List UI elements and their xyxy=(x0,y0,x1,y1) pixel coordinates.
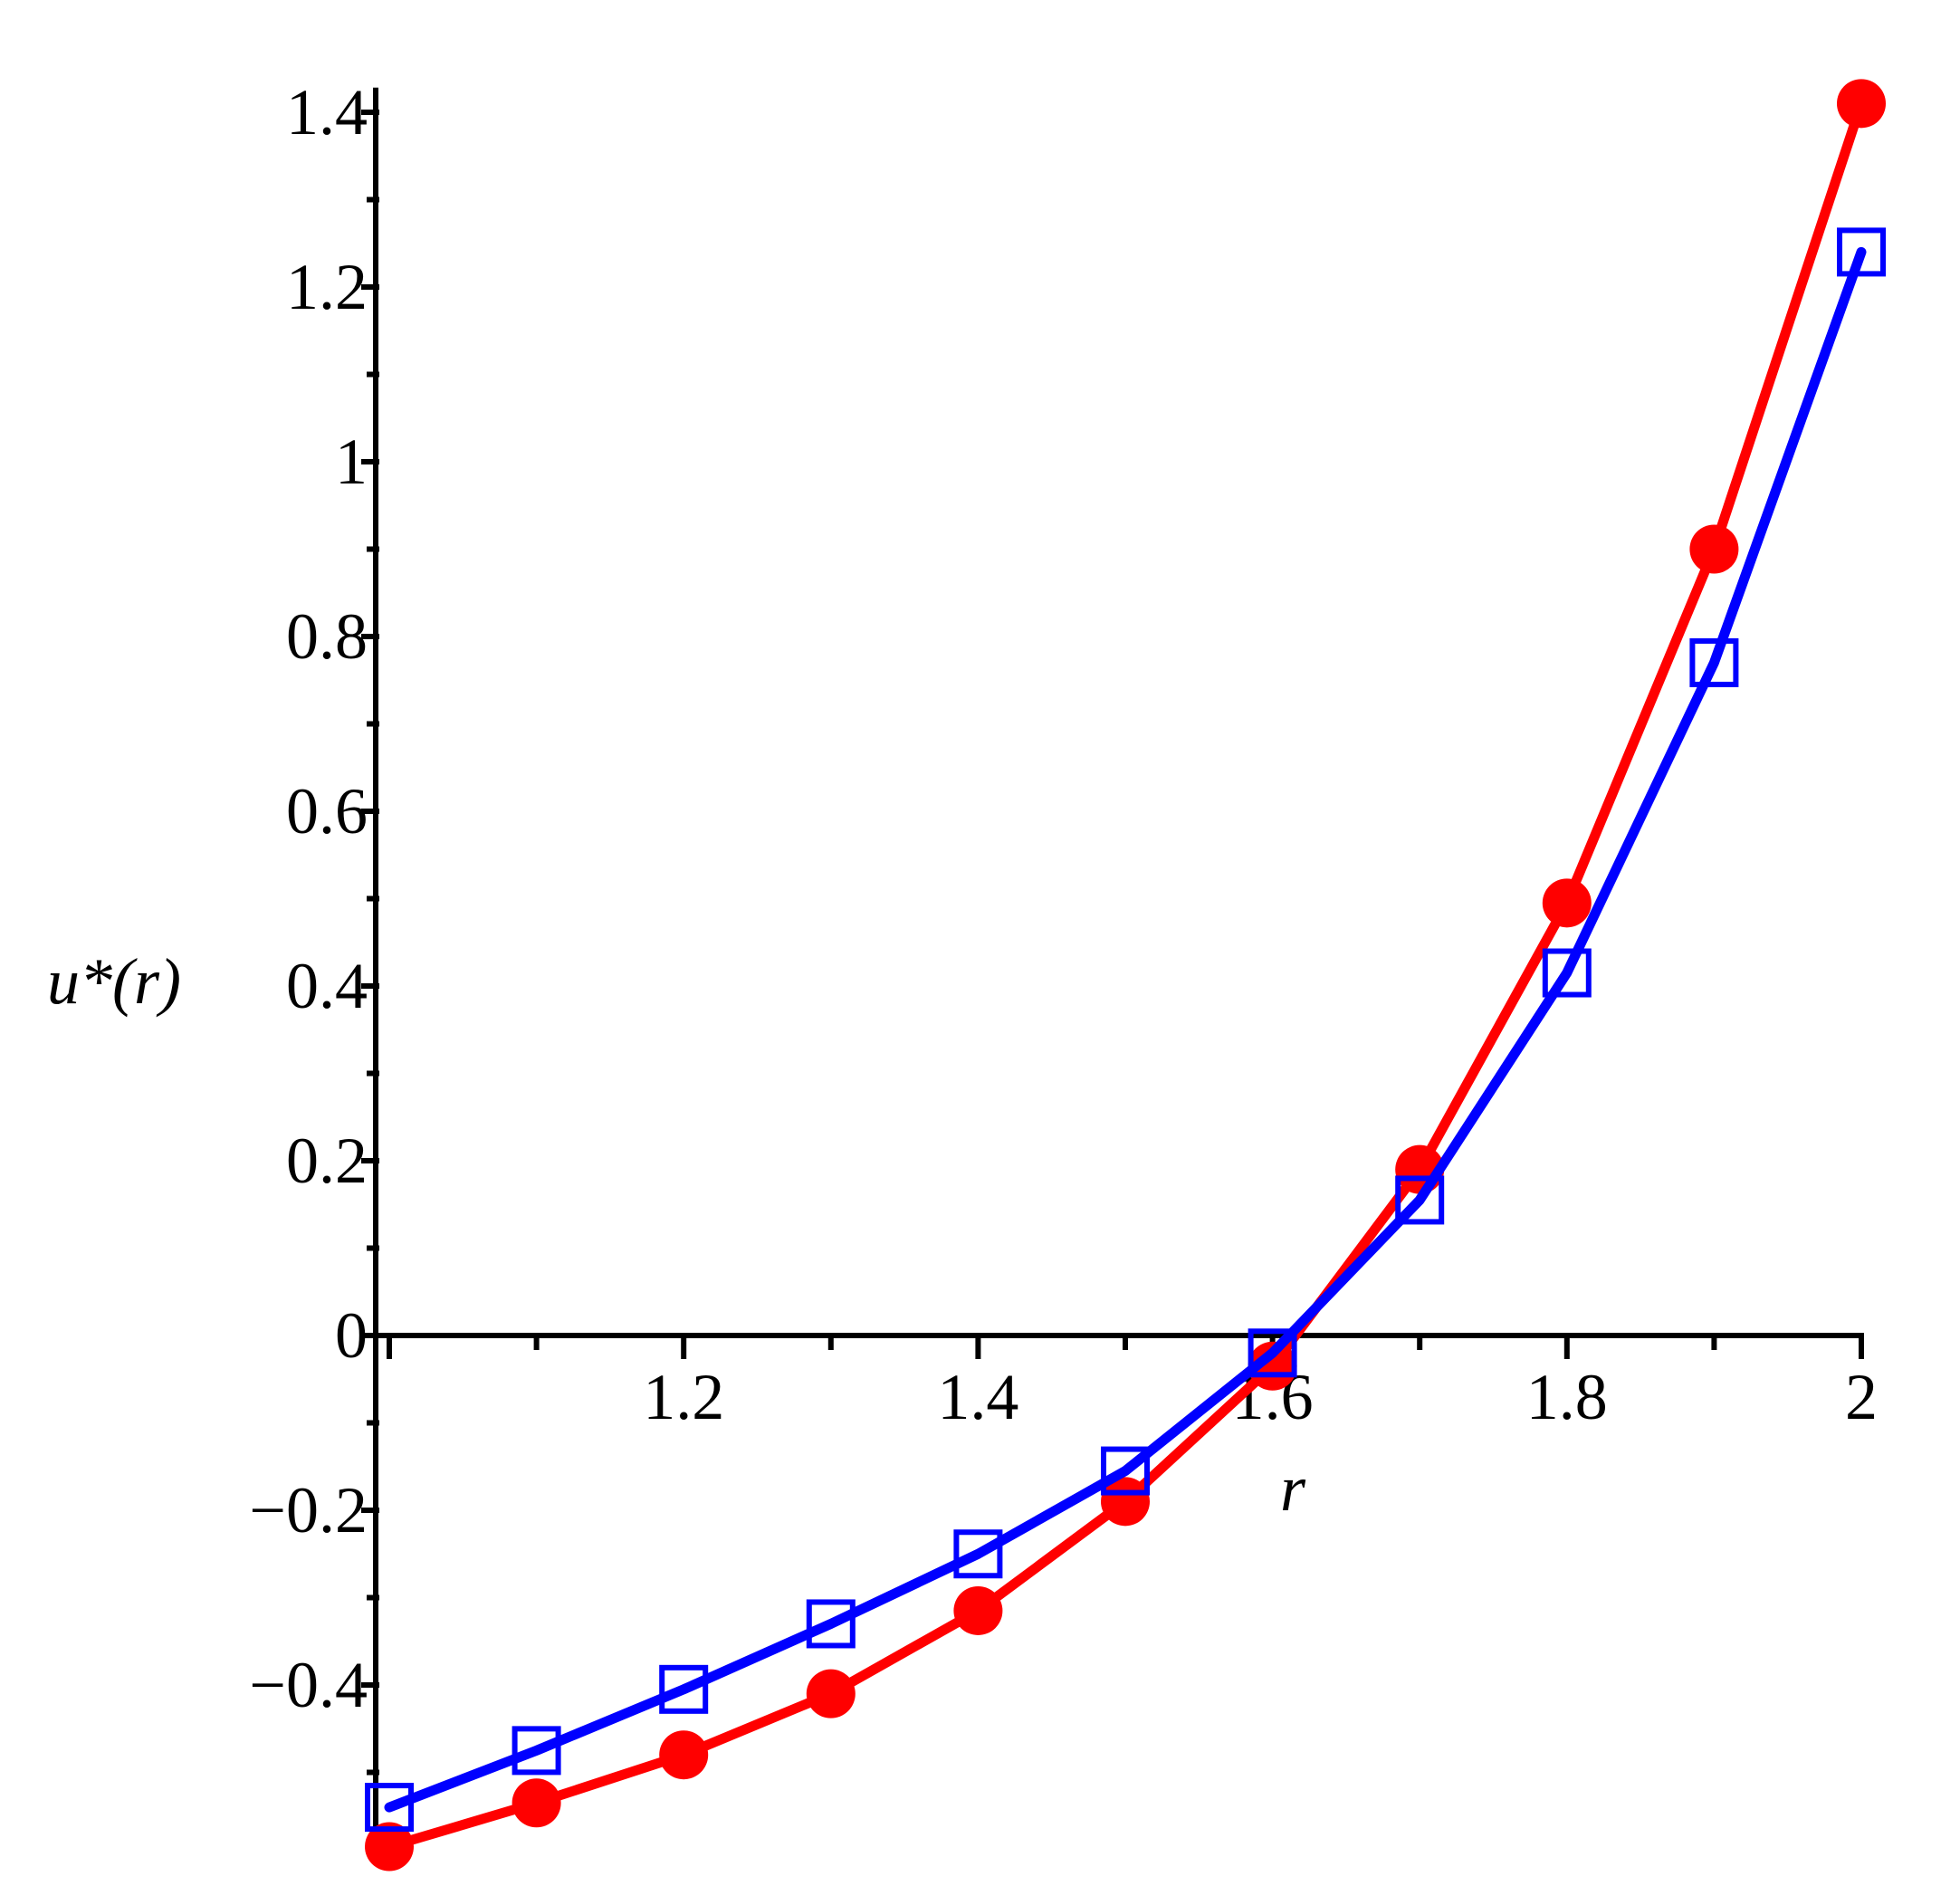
data-point-circle xyxy=(1837,79,1886,129)
x-tick-label: 1.2 xyxy=(643,1361,724,1433)
data-point-square xyxy=(806,1599,856,1649)
data-point-square xyxy=(1837,227,1886,277)
y-axis-title: u*(r) xyxy=(47,945,181,1018)
series-line xyxy=(384,98,1867,1852)
data-point-circle xyxy=(365,1822,414,1872)
series-2 xyxy=(365,227,1886,1833)
y-tick-label: 1.2 xyxy=(286,251,368,323)
y-tick-label: 1 xyxy=(335,426,368,498)
y-tick-label: 0.2 xyxy=(286,1125,368,1197)
y-tick-label: −0.4 xyxy=(249,1649,368,1721)
data-point-square xyxy=(512,1726,561,1776)
data-point-square xyxy=(953,1529,1003,1579)
y-tick-label: 0.4 xyxy=(286,950,368,1022)
data-point-square xyxy=(1101,1446,1150,1496)
data-point-square xyxy=(659,1664,709,1714)
y-tick-label: 1.4 xyxy=(286,76,368,148)
x-tick-label: 1.4 xyxy=(937,1361,1018,1433)
data-point-circle xyxy=(1542,878,1592,928)
data-point-circle xyxy=(512,1778,561,1828)
y-tick-label: 0.6 xyxy=(286,775,368,847)
y-tick-label: 0 xyxy=(335,1299,368,1372)
x-tick-label: 1.8 xyxy=(1526,1361,1608,1433)
data-point-square xyxy=(365,1783,414,1833)
series-layer xyxy=(365,79,1886,1872)
data-point-circle xyxy=(1248,1341,1297,1391)
data-point-circle xyxy=(1689,524,1739,574)
data-point-circle xyxy=(659,1730,709,1780)
x-axis-title: r xyxy=(1280,1452,1306,1525)
data-point-circle xyxy=(806,1669,856,1718)
series-1 xyxy=(365,79,1886,1872)
data-point-circle xyxy=(1101,1477,1150,1527)
y-tick-label: 0.8 xyxy=(286,600,368,673)
series-line xyxy=(384,246,1867,1813)
data-point-square xyxy=(1248,1328,1297,1378)
y-tick-label: −0.2 xyxy=(249,1474,368,1546)
data-point-circle xyxy=(953,1585,1003,1635)
data-point-square xyxy=(1542,948,1592,998)
data-point-square xyxy=(1395,1175,1445,1225)
x-tick-label: 2 xyxy=(1845,1361,1878,1433)
data-point-square xyxy=(1689,637,1739,687)
axes: 1.2 1.4 1.6 1.8 2−0.4−0.200.20.40.60.811.21.… xyxy=(249,76,1878,1850)
